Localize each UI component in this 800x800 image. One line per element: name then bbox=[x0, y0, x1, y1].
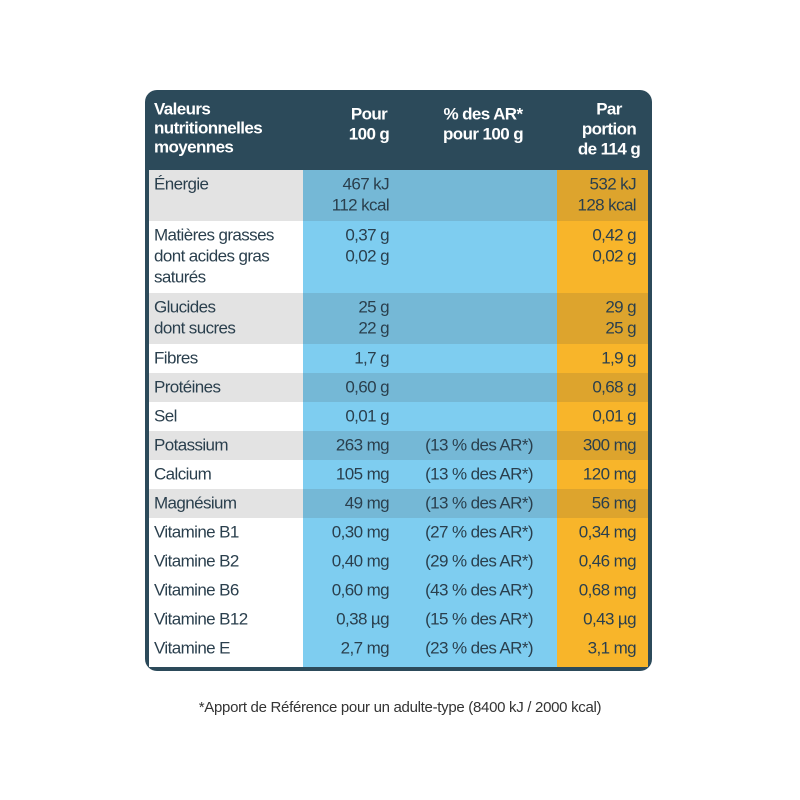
header-portion: de 114 g bbox=[578, 139, 641, 158]
header-per100: Pour bbox=[351, 104, 388, 123]
row-per100: 0,02 g bbox=[345, 246, 389, 265]
row-label: Matières grasses bbox=[154, 225, 274, 244]
row-shade bbox=[149, 489, 648, 518]
row-portion: 0,01 g bbox=[592, 406, 636, 425]
row-ar: (13 % des AR*) bbox=[425, 435, 533, 454]
row-shade bbox=[149, 431, 648, 460]
row-portion: 532 kJ bbox=[590, 174, 637, 193]
row-label: Énergie bbox=[154, 174, 209, 193]
row-per100: 25 g bbox=[358, 297, 389, 316]
row-per100: 0,30 mg bbox=[332, 522, 389, 541]
row-ar: (43 % des AR*) bbox=[425, 580, 533, 599]
row-label: Magnésium bbox=[154, 493, 237, 512]
row-ar: (27 % des AR*) bbox=[425, 522, 533, 541]
row-portion: 0,68 mg bbox=[579, 580, 636, 599]
row-label: saturés bbox=[154, 267, 206, 286]
row-shade bbox=[149, 170, 648, 221]
row-portion: 0,46 mg bbox=[579, 551, 636, 570]
row-portion: 128 kcal bbox=[577, 195, 636, 214]
row-label: Calcium bbox=[154, 464, 212, 483]
header-portion: Par bbox=[596, 99, 623, 118]
row-per100: 263 mg bbox=[336, 435, 389, 454]
row-label: Vitamine B12 bbox=[154, 609, 248, 628]
row-per100: 105 mg bbox=[336, 464, 389, 483]
row-per100: 0,40 mg bbox=[332, 551, 389, 570]
row-per100: 49 mg bbox=[345, 493, 389, 512]
row-ar: (29 % des AR*) bbox=[425, 551, 533, 570]
row-ar: (13 % des AR*) bbox=[425, 493, 533, 512]
header-label: moyennes bbox=[154, 137, 233, 156]
row-label: Glucides bbox=[154, 297, 215, 316]
header-label: Valeurs bbox=[154, 99, 210, 118]
row-portion: 0,42 g bbox=[592, 225, 636, 244]
row-per100: 467 kJ bbox=[343, 174, 390, 193]
label-col bbox=[149, 170, 303, 667]
header-per100: 100 g bbox=[349, 124, 390, 143]
header-ar: % des AR* bbox=[444, 104, 524, 123]
row-per100: 0,60 g bbox=[345, 377, 389, 396]
row-shade bbox=[149, 293, 648, 344]
per100-col bbox=[303, 170, 557, 667]
row-portion: 300 mg bbox=[583, 435, 636, 454]
row-portion: 3,1 mg bbox=[588, 638, 637, 657]
row-label: Vitamine E bbox=[154, 638, 230, 657]
header-label: nutritionnelles bbox=[154, 118, 262, 137]
row-per100: 0,38 µg bbox=[336, 609, 389, 628]
row-label: Vitamine B6 bbox=[154, 580, 239, 599]
header-ar: pour 100 g bbox=[443, 124, 523, 143]
row-label: Sel bbox=[154, 406, 177, 425]
row-per100: 1,7 g bbox=[354, 348, 389, 367]
row-shade bbox=[149, 373, 648, 402]
row-label: Protéines bbox=[154, 377, 221, 396]
row-per100: 0,37 g bbox=[345, 225, 389, 244]
row-portion: 0,43 µg bbox=[583, 609, 636, 628]
row-per100: 0,60 mg bbox=[332, 580, 389, 599]
row-per100: 22 g bbox=[358, 318, 389, 337]
row-portion: 0,34 mg bbox=[579, 522, 636, 541]
row-label: dont acides gras bbox=[154, 246, 269, 265]
portion-col bbox=[557, 170, 648, 667]
header-portion: portion bbox=[582, 119, 637, 138]
row-per100: 0,01 g bbox=[345, 406, 389, 425]
row-label: Fibres bbox=[154, 348, 198, 367]
row-label: dont sucres bbox=[154, 318, 235, 337]
row-label: Vitamine B1 bbox=[154, 522, 239, 541]
row-ar: (23 % des AR*) bbox=[425, 638, 533, 657]
row-ar: (13 % des AR*) bbox=[425, 464, 533, 483]
footnote: *Apport de Référence pour un adulte-type… bbox=[199, 699, 602, 716]
row-label: Vitamine B2 bbox=[154, 551, 239, 570]
row-ar: (15 % des AR*) bbox=[425, 609, 533, 628]
row-portion: 25 g bbox=[605, 318, 636, 337]
row-portion: 56 mg bbox=[592, 493, 636, 512]
row-portion: 1,9 g bbox=[601, 348, 636, 367]
row-per100: 2,7 mg bbox=[341, 638, 390, 657]
row-portion: 0,02 g bbox=[592, 246, 636, 265]
row-portion: 0,68 g bbox=[592, 377, 636, 396]
row-portion: 29 g bbox=[605, 297, 636, 316]
row-portion: 120 mg bbox=[583, 464, 636, 483]
row-per100: 112 kcal bbox=[332, 195, 389, 214]
row-label: Potassium bbox=[154, 435, 228, 454]
